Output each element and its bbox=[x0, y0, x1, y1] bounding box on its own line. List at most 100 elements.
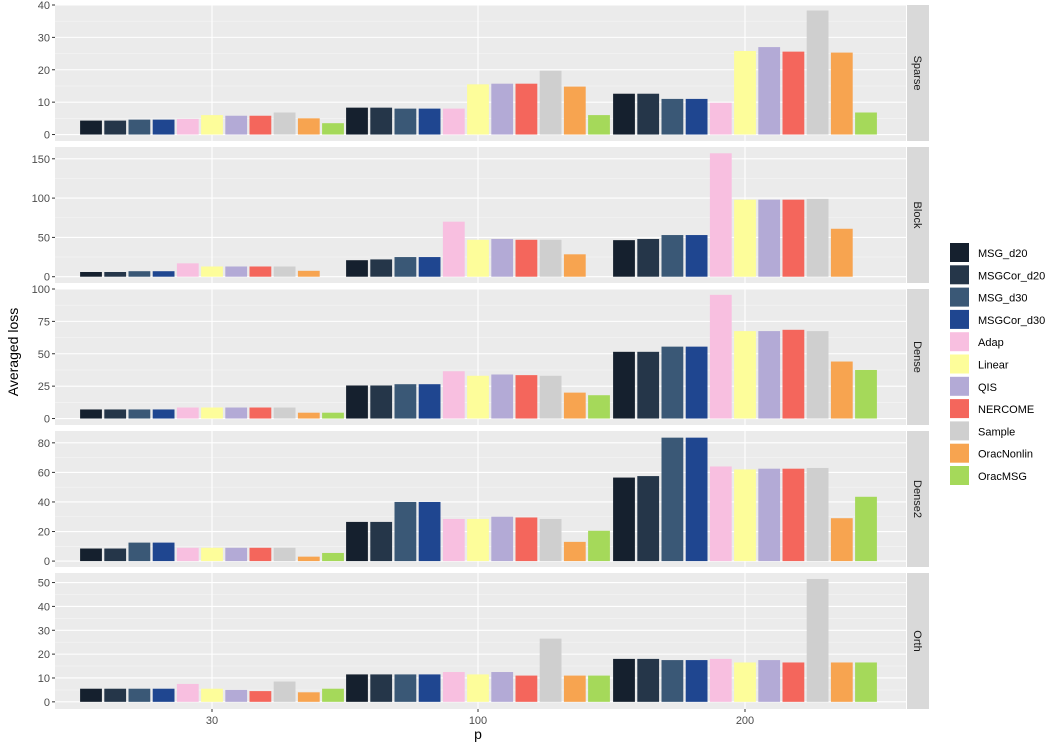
bar-qis-p30 bbox=[225, 115, 248, 135]
bar-msg-d30-p30 bbox=[128, 119, 151, 135]
bar-sample-p100 bbox=[539, 239, 562, 277]
bar-nercome-p100 bbox=[515, 675, 538, 702]
bar-msg-d30-p200 bbox=[661, 660, 684, 702]
panel-dense2: 0 20 40 60 80 Dense2 bbox=[38, 431, 929, 568]
bar-msgcor-d20-p100 bbox=[370, 674, 393, 702]
y-tick-label: 80 bbox=[38, 438, 50, 450]
bar-msg-d20-p30 bbox=[80, 548, 102, 562]
legend-label: OracNonlin bbox=[978, 449, 1033, 461]
bar-sample-p100 bbox=[539, 70, 562, 135]
bar-sample-p200 bbox=[806, 467, 829, 562]
bar-oracmsg-p30 bbox=[322, 688, 344, 702]
y-tick-label: 75 bbox=[38, 316, 50, 328]
bar-msg-d20-p30 bbox=[80, 120, 102, 135]
bar-qis-p200 bbox=[758, 331, 781, 419]
bar-msgcor-d20-p100 bbox=[370, 259, 393, 277]
bar-msg-d20-p200 bbox=[613, 93, 635, 135]
bar-linear-p200 bbox=[734, 199, 756, 277]
bar-linear-p30 bbox=[201, 688, 223, 702]
bar-oracnonlin-p200 bbox=[830, 52, 853, 135]
bar-msgcor-d30-p100 bbox=[418, 501, 441, 562]
facet-strip bbox=[907, 573, 929, 709]
x-tick-label: 30 bbox=[206, 715, 218, 727]
bar-oracmsg-p30 bbox=[322, 552, 344, 562]
bar-linear-p200 bbox=[734, 331, 756, 419]
legend-item-nercome: NERCOME bbox=[950, 399, 1034, 419]
legend-item-msg-d30: MSG_d30 bbox=[950, 287, 1028, 307]
bar-adap-p100 bbox=[442, 672, 465, 702]
bar-msgcor-d30-p200 bbox=[685, 346, 708, 419]
bar-nercome-p30 bbox=[249, 691, 272, 702]
bar-msg-d30-p100 bbox=[394, 501, 417, 562]
bar-msg-d20-p200 bbox=[613, 658, 635, 702]
bar-msgcor-d20-p200 bbox=[637, 351, 660, 419]
bar-oracnonlin-p200 bbox=[830, 228, 853, 277]
bar-qis-p30 bbox=[225, 547, 248, 562]
legend: MSG_d20 MSGCor_d20 MSG_d30 MSGCor_d30 Adap Li… bbox=[950, 243, 1045, 485]
bar-oracnonlin-p100 bbox=[563, 541, 586, 562]
legend-item-oracmsg: OracMSG bbox=[950, 466, 1027, 485]
bar-oracmsg-p100 bbox=[588, 675, 610, 702]
facet-strip bbox=[907, 289, 929, 425]
bar-sample-p200 bbox=[806, 198, 829, 277]
bar-qis-p100 bbox=[491, 83, 514, 135]
bar-oracmsg-p200 bbox=[855, 662, 877, 702]
bar-nercome-p200 bbox=[782, 329, 805, 419]
bar-oracmsg-p100 bbox=[588, 115, 610, 135]
bar-linear-p100 bbox=[467, 239, 489, 277]
legend-swatch bbox=[950, 243, 969, 262]
y-tick-label: 30 bbox=[38, 32, 50, 44]
bar-msgcor-d30-p30 bbox=[152, 409, 175, 419]
bar-nercome-p200 bbox=[782, 51, 805, 135]
bar-msgcor-d20-p100 bbox=[370, 107, 393, 135]
bar-nercome-p100 bbox=[515, 517, 538, 562]
y-tick-label: 50 bbox=[38, 578, 50, 590]
bar-oracmsg-p100 bbox=[588, 395, 610, 419]
bar-oracnonlin-p200 bbox=[830, 662, 853, 702]
bar-oracnonlin-p30 bbox=[297, 412, 320, 419]
legend-label: MSG_d30 bbox=[978, 293, 1028, 305]
bar-msgcor-d30-p30 bbox=[152, 688, 175, 702]
y-tick-label: 0 bbox=[44, 414, 50, 426]
bar-adap-p30 bbox=[176, 547, 199, 562]
y-tick-label: 50 bbox=[38, 349, 50, 361]
bar-linear-p200 bbox=[734, 469, 756, 562]
bar-msgcor-d20-p30 bbox=[104, 271, 127, 277]
bar-msg-d30-p30 bbox=[128, 542, 151, 562]
bar-linear-p200 bbox=[734, 662, 756, 702]
bar-qis-p30 bbox=[225, 266, 248, 277]
y-axis-title: Averaged loss bbox=[5, 308, 21, 396]
bar-qis-p100 bbox=[491, 374, 514, 419]
bar-msg-d20-p30 bbox=[80, 271, 102, 277]
bar-msgcor-d20-p30 bbox=[104, 688, 127, 702]
bar-linear-p200 bbox=[734, 50, 756, 135]
bar-linear-p30 bbox=[201, 266, 223, 277]
bar-nercome-p100 bbox=[515, 83, 538, 135]
bar-qis-p200 bbox=[758, 47, 781, 135]
bar-sample-p100 bbox=[539, 518, 562, 562]
legend-label: Adap bbox=[978, 337, 1004, 349]
y-tick-label: 40 bbox=[38, 601, 50, 613]
bar-msgcor-d30-p200 bbox=[685, 235, 708, 277]
bar-msg-d20-p200 bbox=[613, 240, 635, 277]
y-tick-label: 40 bbox=[38, 0, 50, 12]
bar-sample-p30 bbox=[273, 112, 296, 135]
bar-msgcor-d30-p200 bbox=[685, 437, 708, 562]
y-tick-label: 50 bbox=[38, 232, 50, 244]
x-tick-label: 200 bbox=[736, 715, 754, 727]
legend-swatch bbox=[950, 332, 969, 352]
bar-msgcor-d20-p100 bbox=[370, 521, 393, 562]
legend-label: MSG_d20 bbox=[978, 248, 1028, 260]
bar-oracnonlin-p100 bbox=[563, 392, 586, 419]
bar-msg-d30-p100 bbox=[394, 108, 417, 135]
bar-oracnonlin-p30 bbox=[297, 270, 320, 277]
bar-msg-d30-p200 bbox=[661, 346, 684, 419]
bar-msgcor-d20-p100 bbox=[370, 385, 393, 419]
bar-msgcor-d30-p30 bbox=[152, 119, 175, 135]
bar-msg-d30-p100 bbox=[394, 257, 417, 277]
bar-qis-p30 bbox=[225, 689, 248, 702]
legend-item-linear: Linear bbox=[950, 354, 1009, 374]
bar-msgcor-d30-p100 bbox=[418, 257, 441, 277]
bar-msg-d30-p30 bbox=[128, 688, 151, 702]
legend-label: MSGCor_d20 bbox=[978, 270, 1045, 282]
